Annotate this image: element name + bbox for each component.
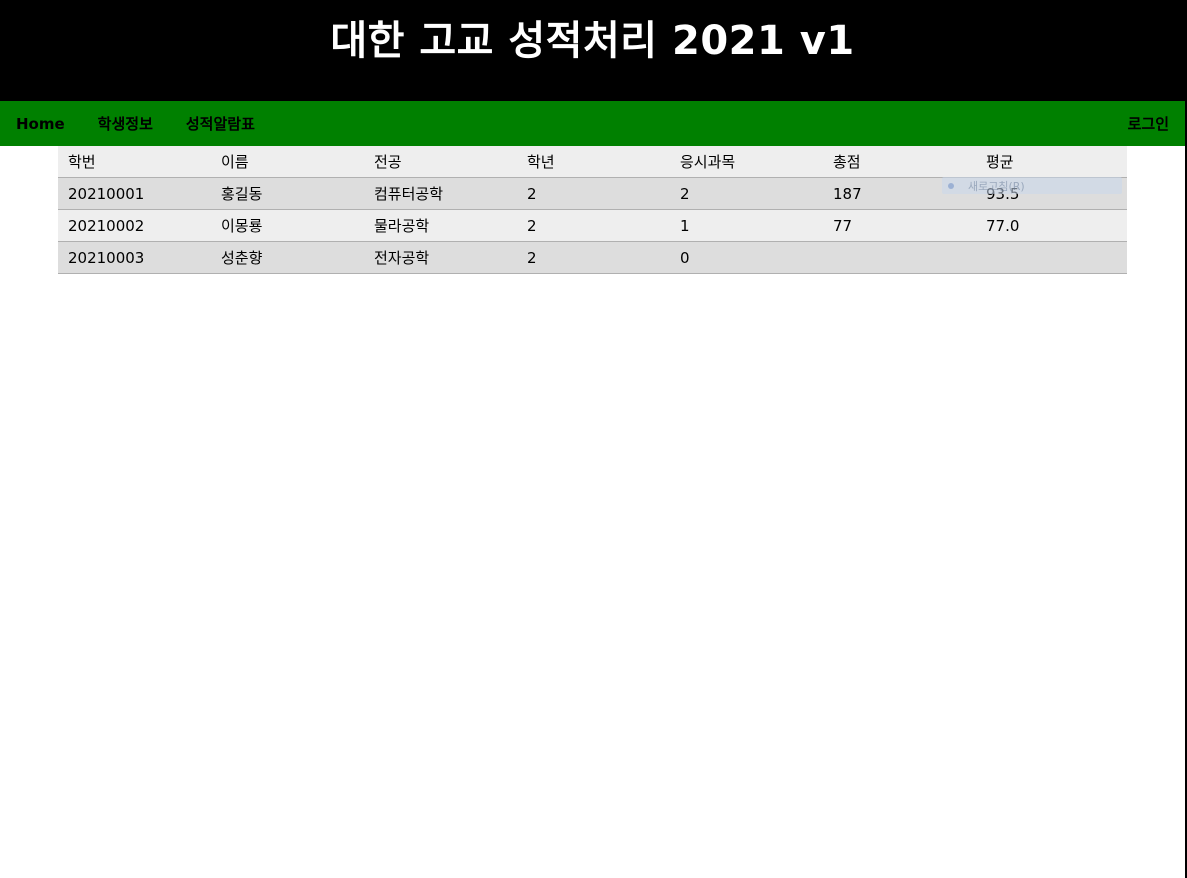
refresh-icon <box>948 182 954 189</box>
column-header-major: 전공 <box>364 146 517 178</box>
column-header-subjects-taken: 응시과목 <box>670 146 823 178</box>
cell-grade-year: 2 <box>517 209 670 242</box>
column-header-name: 이름 <box>211 146 364 178</box>
cell-total: 77 <box>823 209 976 242</box>
cell-student-id: 20210002 <box>58 209 211 242</box>
grades-table: 학번 이름 전공 학년 응시과목 총점 평균 20210001 홍길동 컴퓨터공… <box>58 146 1127 274</box>
cell-average <box>976 241 1127 274</box>
cell-subjects-taken: 2 <box>670 177 823 210</box>
table-row: 20210003 성춘향 전자공학 2 0 <box>58 241 1127 274</box>
cell-student-id: 20210001 <box>58 177 211 210</box>
column-header-student-id: 학번 <box>58 146 211 178</box>
table-header: 학번 이름 전공 학년 응시과목 총점 평균 <box>58 146 1127 178</box>
faded-menu-label: 새로고침(R) <box>968 179 1025 193</box>
cell-student-id: 20210003 <box>58 241 211 274</box>
page-title: 대한 고교 성적처리 2021 v1 <box>330 18 855 64</box>
cell-major: 물라공학 <box>364 209 517 242</box>
cell-name: 이몽룡 <box>211 209 364 242</box>
nav-home-link[interactable]: Home <box>16 114 65 133</box>
nav-links: Home 학생정보 성적알람표 <box>16 113 288 134</box>
table-body: 20210001 홍길동 컴퓨터공학 2 2 187 93.5 20210002… <box>58 177 1127 274</box>
grades-table-container: 학번 이름 전공 학년 응시과목 총점 평균 20210001 홍길동 컴퓨터공… <box>58 146 1127 274</box>
column-header-average: 평균 <box>976 146 1127 178</box>
cell-major: 컴퓨터공학 <box>364 177 517 210</box>
cell-name: 홍길동 <box>211 177 364 210</box>
nav-student-info-link[interactable]: 학생정보 <box>97 115 153 133</box>
cell-total <box>823 241 976 274</box>
cell-grade-year: 2 <box>517 241 670 274</box>
faded-context-menu-item: 새로고침(R) <box>942 177 1122 194</box>
cell-subjects-taken: 1 <box>670 209 823 242</box>
column-header-total: 총점 <box>823 146 976 178</box>
cell-name: 성춘향 <box>211 241 364 274</box>
main-nav: Home 학생정보 성적알람표 로그인 <box>0 101 1185 146</box>
cell-average: 77.0 <box>976 209 1127 242</box>
column-header-grade-year: 학년 <box>517 146 670 178</box>
cell-grade-year: 2 <box>517 177 670 210</box>
page-header: 대한 고교 성적처리 2021 v1 <box>0 0 1185 101</box>
cell-subjects-taken: 0 <box>670 241 823 274</box>
nav-grade-report-link[interactable]: 성적알람표 <box>185 115 255 133</box>
cell-major: 전자공학 <box>364 241 517 274</box>
login-link[interactable]: 로그인 <box>1127 115 1169 133</box>
table-header-row: 학번 이름 전공 학년 응시과목 총점 평균 <box>58 146 1127 178</box>
table-row: 20210002 이몽룡 물라공학 2 1 77 77.0 <box>58 209 1127 242</box>
